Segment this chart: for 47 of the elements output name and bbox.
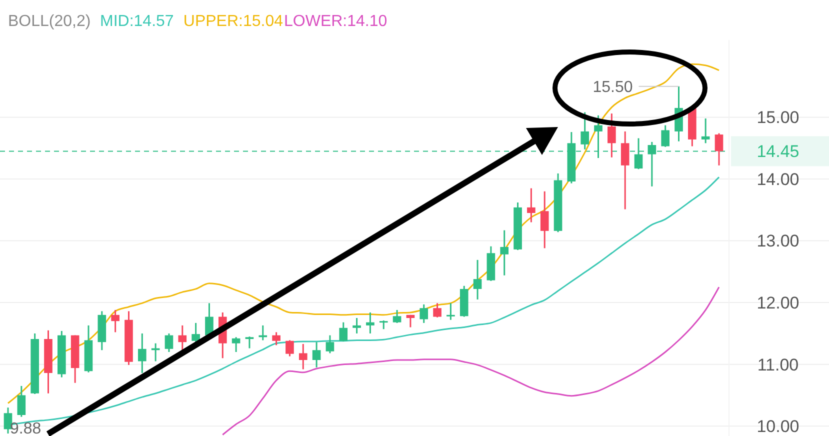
candlestick	[608, 112, 616, 158]
text: MID:14.57	[100, 13, 174, 30]
y-tick-label: 13.00	[756, 232, 800, 251]
candlestick	[352, 317, 361, 334]
line-series	[222, 286, 720, 436]
candlestick	[339, 322, 348, 342]
candlestick	[232, 336, 240, 353]
candlestick	[164, 332, 174, 353]
candlestick	[406, 314, 415, 328]
candlestick	[178, 324, 187, 352]
candlestick	[580, 112, 590, 150]
y-tick-label: 12.00	[756, 294, 800, 313]
line-series	[7, 63, 720, 404]
candlestick	[312, 341, 321, 368]
candlestick	[286, 339, 294, 358]
chart-title: BOLL(20,2)	[8, 13, 91, 30]
candlestick	[714, 132, 724, 166]
annotation: 15.50	[592, 78, 633, 96]
candlestick	[366, 312, 374, 334]
candlestick	[540, 190, 549, 249]
y-tick-label: 11.00	[757, 355, 799, 374]
candlestick	[527, 188, 536, 223]
candlestick	[138, 332, 146, 374]
candlestick	[433, 302, 442, 318]
text: UPPER:15.04	[183, 13, 284, 30]
candlestick	[392, 309, 402, 324]
candlestick	[298, 343, 308, 370]
candlestick	[326, 334, 334, 354]
candlestick	[245, 336, 254, 350]
candlestick	[420, 304, 428, 324]
candlestick	[473, 259, 482, 300]
annotation: 9.88	[10, 420, 42, 436]
y-tick-label: 14.00	[756, 170, 800, 189]
candlestick	[661, 124, 670, 148]
y-tick-label: 15.00	[756, 108, 800, 128]
ref-line-label: 14.45	[756, 142, 800, 162]
candlestick	[500, 230, 509, 276]
candlestick	[192, 322, 200, 344]
candlestick	[272, 331, 280, 346]
candlestick	[4, 406, 12, 434]
candlestick	[111, 309, 120, 333]
candlestick	[446, 302, 455, 321]
candlestick	[17, 385, 26, 418]
text: LOWER:14.10	[284, 13, 388, 30]
candlestick	[620, 130, 630, 210]
candlestick	[701, 118, 710, 144]
y-tick-label: 10.00	[756, 417, 800, 436]
